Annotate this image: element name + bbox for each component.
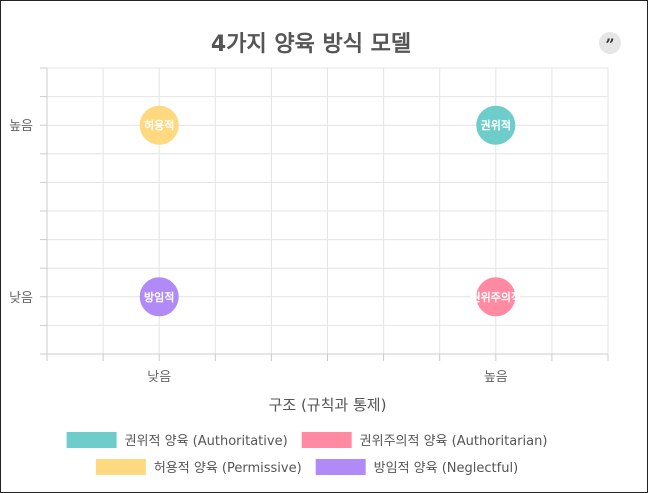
data-point[interactable]: [476, 277, 516, 317]
chart-title: 4가지 양육 방식 모델: [210, 32, 412, 57]
legend-label[interactable]: 권위주의적 양육 (Authoritarian): [360, 434, 548, 449]
data-point[interactable]: [139, 277, 179, 317]
legend-swatch[interactable]: [301, 432, 352, 448]
data-point-label: 권위주의적: [470, 290, 521, 304]
x-tick-label: 높음: [484, 370, 508, 385]
legend-swatch[interactable]: [315, 459, 366, 475]
legend-swatch[interactable]: [66, 432, 117, 448]
quote-icon[interactable]: ”: [599, 32, 621, 54]
legend-label[interactable]: 허용적 양육 (Permissive): [154, 461, 302, 476]
legend-swatch[interactable]: [95, 459, 146, 475]
data-point[interactable]: [476, 105, 516, 145]
data-point-label: 허용적: [144, 118, 174, 132]
legend-label[interactable]: 방임적 양육 (Neglectful): [374, 461, 518, 476]
x-axis-title: 구조 (규칙과 통제): [269, 396, 387, 414]
data-point[interactable]: [139, 105, 179, 145]
legend-label[interactable]: 권위적 양육 (Authoritative): [125, 434, 288, 449]
data-point-label: 방임적: [144, 290, 174, 304]
x-tick-label: 낮음: [147, 370, 171, 385]
y-tick-label: 높음: [9, 119, 33, 134]
data-point-label: 권위적: [481, 118, 511, 132]
y-tick-label: 낮음: [9, 291, 33, 306]
